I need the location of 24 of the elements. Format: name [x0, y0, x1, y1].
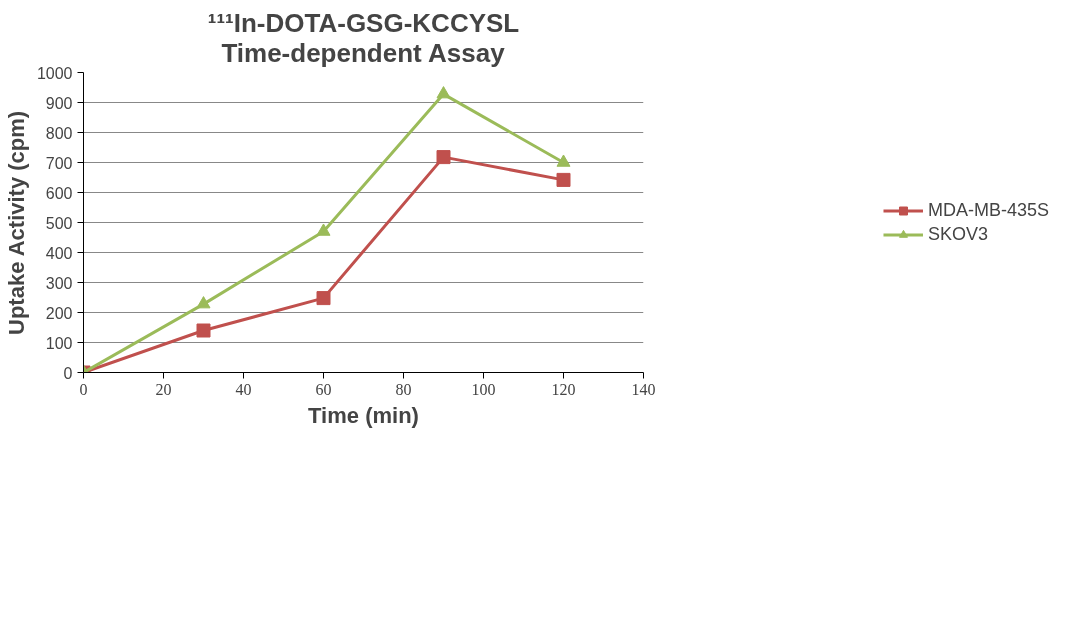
y-tick-label: 500	[45, 214, 73, 232]
y-tick-label: 900	[45, 94, 73, 112]
x-tick-label: 140	[631, 380, 656, 398]
y-tick-label: 800	[45, 124, 73, 142]
y-tick-label: 700	[45, 154, 73, 172]
x-tick-label: 120	[551, 380, 576, 398]
x-tick-label: 20	[155, 380, 172, 398]
y-axis-title: Uptake Activity (cpm)	[3, 110, 29, 335]
y-tick-label: 0	[63, 364, 73, 382]
y-tick-label: 600	[45, 184, 73, 202]
x-tick-label: 60	[315, 380, 332, 398]
y-tick-label: 300	[45, 274, 73, 292]
legend-label: MDA-MB-435S	[927, 199, 1050, 221]
x-tick-label: 80	[395, 380, 412, 398]
y-tick-label: 400	[45, 244, 73, 262]
x-tick-label: 40	[235, 380, 252, 398]
y-tick-label: 100	[45, 334, 73, 352]
x-axis-title: Time (min)	[308, 402, 419, 428]
x-tick-label: 100	[471, 380, 496, 398]
y-tick-label: 200	[45, 304, 73, 322]
x-tick-label: 0	[79, 380, 88, 398]
chart-title: ¹¹¹In-DOTA-GSG-KCCYSL Time-dependent Assay	[207, 7, 520, 68]
legend-label: SKOV3	[927, 223, 989, 245]
y-tick-label: 1000	[36, 64, 73, 82]
